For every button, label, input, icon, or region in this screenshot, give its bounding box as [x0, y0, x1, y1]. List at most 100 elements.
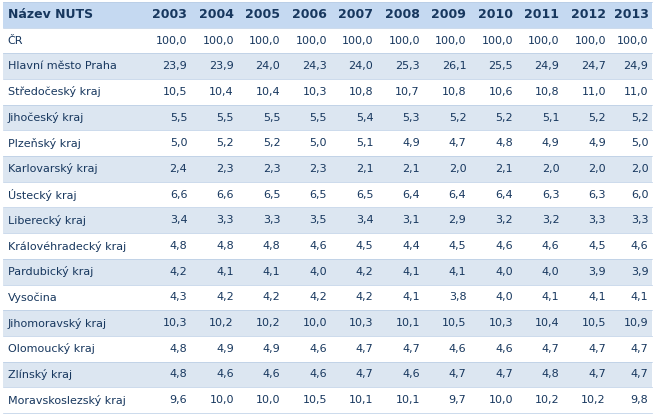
- Text: 100,0: 100,0: [156, 36, 187, 46]
- Text: 2,0: 2,0: [449, 164, 466, 174]
- Text: 4,6: 4,6: [263, 369, 280, 379]
- Bar: [3, 285, 652, 310]
- Text: 4,2: 4,2: [309, 293, 327, 303]
- Text: 4,9: 4,9: [216, 344, 234, 354]
- Text: 4,7: 4,7: [631, 369, 648, 379]
- Text: 6,3: 6,3: [588, 190, 606, 200]
- Text: 2,0: 2,0: [631, 164, 648, 174]
- Text: 2,0: 2,0: [588, 164, 606, 174]
- Text: 4,0: 4,0: [542, 267, 559, 277]
- Text: 24,9: 24,9: [534, 61, 559, 71]
- Text: 10,8: 10,8: [348, 87, 373, 97]
- Text: Olomoucký kraj: Olomoucký kraj: [8, 343, 95, 354]
- Text: 24,0: 24,0: [255, 61, 280, 71]
- Text: 4,7: 4,7: [588, 344, 606, 354]
- Text: 100,0: 100,0: [481, 36, 513, 46]
- Text: 2009: 2009: [432, 8, 466, 22]
- Text: 2013: 2013: [614, 8, 648, 22]
- Text: ČR: ČR: [8, 36, 24, 46]
- Text: 4,6: 4,6: [309, 241, 327, 251]
- Text: 4,2: 4,2: [356, 293, 373, 303]
- Text: 6,5: 6,5: [356, 190, 373, 200]
- Text: 3,3: 3,3: [263, 215, 280, 225]
- Text: Středočeský kraj: Středočeský kraj: [8, 86, 101, 98]
- Text: 10,4: 10,4: [209, 87, 234, 97]
- Text: 10,7: 10,7: [395, 87, 420, 97]
- Text: 6,6: 6,6: [170, 190, 187, 200]
- Text: 10,8: 10,8: [534, 87, 559, 97]
- Text: 4,8: 4,8: [170, 369, 187, 379]
- Text: 5,0: 5,0: [170, 138, 187, 148]
- Text: 5,5: 5,5: [170, 112, 187, 122]
- Text: 3,9: 3,9: [588, 267, 606, 277]
- Text: 3,9: 3,9: [631, 267, 648, 277]
- Text: 6,4: 6,4: [449, 190, 466, 200]
- Bar: [3, 28, 652, 54]
- Text: 10,9: 10,9: [624, 318, 648, 328]
- Text: 100,0: 100,0: [574, 36, 606, 46]
- Text: 2,1: 2,1: [495, 164, 513, 174]
- Text: Název NUTS: Název NUTS: [8, 8, 93, 22]
- Bar: [3, 233, 652, 259]
- Text: 4,1: 4,1: [402, 267, 420, 277]
- Text: 11,0: 11,0: [582, 87, 606, 97]
- Text: 10,3: 10,3: [489, 318, 513, 328]
- Text: 4,5: 4,5: [449, 241, 466, 251]
- Text: 3,3: 3,3: [631, 215, 648, 225]
- Text: 4,7: 4,7: [449, 138, 466, 148]
- Bar: [3, 361, 652, 387]
- Text: 100,0: 100,0: [617, 36, 648, 46]
- Text: 4,8: 4,8: [170, 344, 187, 354]
- Text: 100,0: 100,0: [342, 36, 373, 46]
- Text: 4,2: 4,2: [356, 267, 373, 277]
- Text: 4,7: 4,7: [542, 344, 559, 354]
- Text: 4,6: 4,6: [495, 241, 513, 251]
- Text: Jihomoravský kraj: Jihomoravský kraj: [8, 317, 107, 329]
- Bar: [3, 310, 652, 336]
- Text: Liberecký kraj: Liberecký kraj: [8, 215, 86, 226]
- Text: 100,0: 100,0: [528, 36, 559, 46]
- Text: 3,2: 3,2: [495, 215, 513, 225]
- Text: 5,2: 5,2: [449, 112, 466, 122]
- Text: 100,0: 100,0: [202, 36, 234, 46]
- Text: 4,6: 4,6: [402, 369, 420, 379]
- Text: 4,6: 4,6: [309, 369, 327, 379]
- Text: 25,3: 25,3: [395, 61, 420, 71]
- Text: 10,5: 10,5: [303, 395, 327, 405]
- Text: 4,8: 4,8: [263, 241, 280, 251]
- Text: 6,4: 6,4: [402, 190, 420, 200]
- Text: 2005: 2005: [246, 8, 280, 22]
- Text: 10,4: 10,4: [534, 318, 559, 328]
- Text: 10,0: 10,0: [489, 395, 513, 405]
- Text: 2006: 2006: [292, 8, 327, 22]
- Text: 4,1: 4,1: [542, 293, 559, 303]
- Text: 100,0: 100,0: [249, 36, 280, 46]
- Text: 10,6: 10,6: [489, 87, 513, 97]
- Text: 10,2: 10,2: [255, 318, 280, 328]
- Text: 4,1: 4,1: [216, 267, 234, 277]
- Text: 10,0: 10,0: [303, 318, 327, 328]
- Text: 4,4: 4,4: [402, 241, 420, 251]
- Text: 3,5: 3,5: [309, 215, 327, 225]
- Text: 2004: 2004: [199, 8, 234, 22]
- Text: 4,7: 4,7: [449, 369, 466, 379]
- Text: 4,9: 4,9: [588, 138, 606, 148]
- Text: 4,1: 4,1: [449, 267, 466, 277]
- Text: 4,9: 4,9: [542, 138, 559, 148]
- Text: 24,0: 24,0: [348, 61, 373, 71]
- Text: Moravskoslezský kraj: Moravskoslezský kraj: [8, 395, 126, 405]
- Text: 10,2: 10,2: [581, 395, 606, 405]
- Text: 4,7: 4,7: [495, 369, 513, 379]
- Text: 4,0: 4,0: [495, 267, 513, 277]
- Text: 4,6: 4,6: [216, 369, 234, 379]
- Bar: [3, 105, 652, 130]
- Text: 100,0: 100,0: [295, 36, 327, 46]
- Text: 6,0: 6,0: [631, 190, 648, 200]
- Text: 5,4: 5,4: [356, 112, 373, 122]
- Text: 2007: 2007: [339, 8, 373, 22]
- Text: 4,1: 4,1: [588, 293, 606, 303]
- Text: Karlovarský kraj: Karlovarský kraj: [8, 164, 98, 174]
- Text: 4,7: 4,7: [402, 344, 420, 354]
- Text: 4,6: 4,6: [449, 344, 466, 354]
- Text: 10,0: 10,0: [210, 395, 234, 405]
